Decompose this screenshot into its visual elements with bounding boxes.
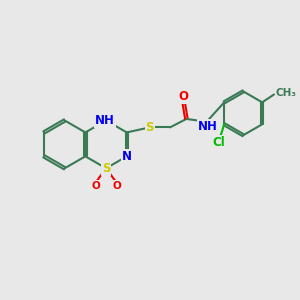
Text: N: N [122, 150, 132, 163]
Text: O: O [91, 181, 100, 191]
Text: Cl: Cl [212, 136, 225, 149]
Text: S: S [102, 162, 110, 175]
Text: CH₃: CH₃ [275, 88, 296, 98]
Text: O: O [112, 181, 121, 191]
Text: S: S [146, 121, 154, 134]
Text: NH: NH [95, 114, 115, 127]
Text: O: O [178, 91, 189, 103]
Text: NH: NH [198, 120, 218, 133]
